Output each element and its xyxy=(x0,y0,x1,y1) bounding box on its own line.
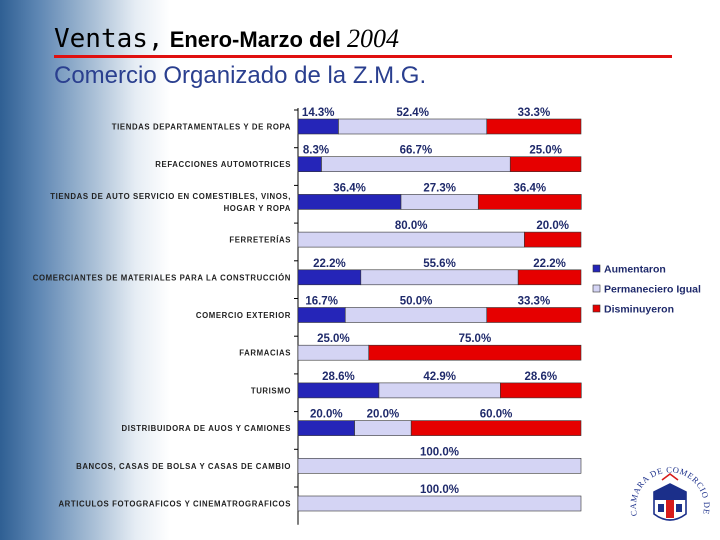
bar-segment-disminuyeron xyxy=(486,118,582,135)
data-label-igual: 100.0% xyxy=(420,484,459,496)
legend-label-igual: Permaneciero Igual xyxy=(604,284,701,296)
data-label-aumentaron: 20.0% xyxy=(310,409,343,421)
category-label: HOGAR Y ROPA xyxy=(224,204,291,213)
data-label-aumentaron: 28.6% xyxy=(322,371,355,383)
legend-swatch-aumentaron xyxy=(592,264,601,273)
bar-segment-disminuyeron xyxy=(368,344,582,361)
title-year: 2004 xyxy=(346,24,399,53)
data-label-disminuyeron: 20.0% xyxy=(536,220,569,232)
page-subtitle: Comercio Organizado de la Z.M.G. xyxy=(54,62,427,89)
bar-segment-igual xyxy=(321,156,511,172)
data-label-igual: 27.3% xyxy=(423,182,456,194)
bar-segment-aumentaron xyxy=(297,194,402,210)
category-label: TURISMO xyxy=(251,386,291,395)
data-label-disminuyeron: 25.0% xyxy=(529,145,562,157)
data-label-igual: 55.6% xyxy=(423,258,456,270)
bar-segment-disminuyeron xyxy=(410,420,582,436)
category-label: DISTRIBUIDORA DE AUOS Y CAMIONES xyxy=(121,424,291,433)
data-label-igual: 42.9% xyxy=(423,371,456,383)
data-label-igual: 80.0% xyxy=(395,220,428,232)
data-label-aumentaron: 22.2% xyxy=(313,258,346,270)
legend-swatch-igual xyxy=(592,284,601,293)
bar-segment-igual xyxy=(297,344,370,361)
data-label-igual: 66.7% xyxy=(400,145,433,157)
data-label-aumentaron: 8.3% xyxy=(303,145,329,157)
bar-segment-aumentaron xyxy=(297,382,380,399)
bar-segment-aumentaron xyxy=(297,269,362,286)
data-label-aumentaron: 14.3% xyxy=(302,107,335,119)
bar-segment-aumentaron xyxy=(297,156,322,172)
bar-segment-igual xyxy=(344,307,488,323)
data-label-disminuyeron: 33.3% xyxy=(518,296,551,308)
bar-segment-disminuyeron xyxy=(517,269,582,286)
category-label: FERRETERÍAS xyxy=(229,236,291,245)
legend-label-disminuyeron: Disminuyeron xyxy=(604,304,674,316)
bar-segment-igual xyxy=(378,382,501,399)
chamber-of-commerce-seal: CAMARA DE COMERCIO DE GUADALAJARA xyxy=(624,466,711,521)
bar-segment-igual xyxy=(297,231,525,248)
bar-segment-igual xyxy=(400,194,479,210)
title-range: Enero-Marzo del xyxy=(163,27,347,52)
data-label-igual: 50.0% xyxy=(400,296,433,308)
data-label-disminuyeron: 36.4% xyxy=(513,182,546,194)
data-label-igual: 25.0% xyxy=(317,333,350,345)
data-label-disminuyeron: 60.0% xyxy=(480,409,513,421)
bar-segment-igual xyxy=(297,457,582,474)
bar-segment-disminuyeron xyxy=(500,382,582,399)
bar-segment-igual xyxy=(360,269,519,286)
bar-segment-disminuyeron xyxy=(509,156,582,172)
legend-swatch-disminuyeron xyxy=(592,304,601,313)
side-gradient-band xyxy=(0,0,170,540)
data-label-igual: 52.4% xyxy=(396,107,429,119)
data-label-disminuyeron: 28.6% xyxy=(525,371,558,383)
bar-segment-igual xyxy=(338,118,488,135)
bar-segment-igual xyxy=(354,420,412,436)
title-word: Ventas, xyxy=(54,24,164,54)
category-label: FARMACIAS xyxy=(239,349,291,358)
category-label: COMERCIANTES DE MATERIALES PARA LA CONST… xyxy=(33,273,291,282)
bar-segment-aumentaron xyxy=(297,420,355,436)
bar-segment-igual xyxy=(297,495,582,512)
bar-segment-disminuyeron xyxy=(486,307,582,323)
data-label-disminuyeron: 22.2% xyxy=(533,258,566,270)
category-label: BANCOS, CASAS DE BOLSA Y CASAS DE CAMBIO xyxy=(76,462,291,471)
bar-segment-disminuyeron xyxy=(524,231,582,248)
bar-segment-aumentaron xyxy=(297,307,346,323)
data-label-disminuyeron: 75.0% xyxy=(459,333,492,345)
data-label-igual: 100.0% xyxy=(420,446,459,458)
category-label: REFACCIONES AUTOMOTRICES xyxy=(155,160,291,169)
legend-label-aumentaron: Aumentaron xyxy=(604,264,666,276)
data-label-aumentaron: 36.4% xyxy=(333,182,366,194)
bar-segment-aumentaron xyxy=(297,118,339,135)
category-label: TIENDAS DEPARTAMENTALES Y DE ROPA xyxy=(112,123,291,132)
page-title: Ventas, Enero-Marzo del 2004 xyxy=(54,22,399,56)
bar-segment-disminuyeron xyxy=(477,194,582,210)
data-label-aumentaron: 16.7% xyxy=(305,296,338,308)
category-label: COMERCIO EXTERIOR xyxy=(196,311,291,320)
title-rule xyxy=(54,55,672,58)
category-label: TIENDAS DE AUTO SERVICIO EN COMESTIBLES,… xyxy=(50,192,291,201)
data-label-disminuyeron: 33.3% xyxy=(518,107,551,119)
data-label-igual: 20.0% xyxy=(367,409,400,421)
category-label: ARTICULOS FOTOGRAFICOS Y CINEMATROGRAFIC… xyxy=(58,500,291,509)
